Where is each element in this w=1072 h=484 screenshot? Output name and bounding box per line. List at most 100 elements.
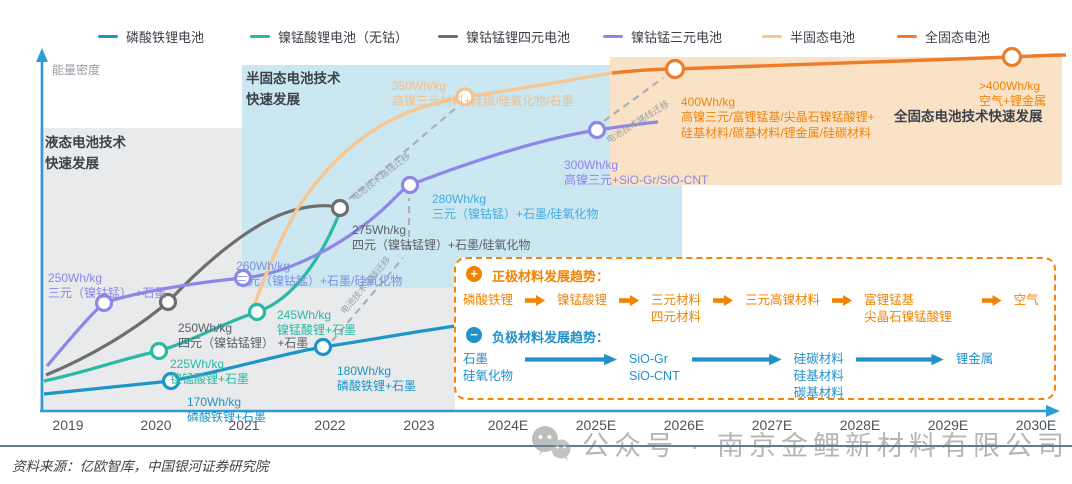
legend-dash-semi-solid [762,34,782,39]
point-ternary-300 [587,120,607,140]
curves-canvas [36,46,1067,417]
anode-trend-row: 石墨 硅氧化物 SiO-Gr SiO-CNT 硅碳材料 硅基材料 碳基材料 锂金… [463,351,993,402]
label-lnmo-225: 225Wh/kg 镍锰酸锂+石墨 [170,356,250,387]
cathode-item: 三元材料 四元材料 [651,293,702,324]
x-tick-2026e: 2026E [663,417,705,433]
watermark-text: 公众号 · 南京金鲤新材料有限公司 [582,431,1069,461]
anode-item: SiO-Gr SiO-CNT [629,352,680,383]
x-tick-2030e: 2030E [1015,417,1057,433]
migration-arrow-3 [603,77,664,122]
wechat-icon [532,425,571,461]
anode-item: 锂金属 [955,352,994,366]
anode-item: 石墨 硅氧化物 [463,352,514,383]
x-tick-2019: 2019 [52,417,84,433]
watermark: 公众号 · 南京金鲤新材料有限公司 [530,424,1069,463]
legend-label-semi-solid: 半固态电池 [790,30,856,45]
point-ternary-280 [400,175,420,195]
curve-points [94,46,1023,391]
point-ternary-260 [233,268,253,288]
anode-item: 硅碳材料 硅基材料 碳基材料 [793,352,844,400]
arrow-right-icon [832,295,853,306]
label-ternary-300: 300Wh/kg 高镍三元+SiO-Gr/SiO-CNT [564,157,709,188]
point-lnmo-245 [247,302,267,322]
legend-label-lnmo: 镍锰酸锂电池（无钴） [278,30,409,45]
region-title-liquid: 液态电池技术 快速发展 [45,135,126,171]
label-quaternary-275: 275Wh/kg 四元（镍钴锰锂）+石墨/硅氧化物 [352,222,531,253]
arrow-right-icon [525,295,546,306]
label-lfp-180: 180Wh/kg 磷酸铁锂+石墨 [337,363,417,394]
label-ternary-260: 260Wh/kg 三元（镍钴锰）+石墨/硅氧化物 [236,258,403,289]
x-tick-2025e: 2025E [575,417,617,433]
label-quaternary-250: 250Wh/kg 四元（镍钴锰锂） +石墨 [178,320,309,351]
cathode-item: 空气 [1013,293,1039,307]
legend-label-solid: 全固态电池 [925,30,991,45]
legend-label-ternary: 镍钴锰三元电池 [631,30,723,45]
cathode-item: 磷酸铁锂 [463,293,514,307]
label-ternary-280: 280Wh/kg 三元（镍钴锰）+石墨/硅氧化物 [432,191,599,222]
x-tick-2022: 2022 [314,417,346,433]
point-quaternary-250 [158,292,178,312]
point-quaternary-275 [330,198,350,218]
curve-semi-solid [252,71,613,307]
y-axis-label: 能量密度 [52,63,101,77]
cathode-item: 镍锰酸锂 [557,293,608,307]
legend-dash-lfp [98,34,118,39]
arrow-right-icon [525,353,618,366]
legend-item-lfp: 磷酸铁锂电池 [98,27,204,46]
legend-dash-quaternary [438,34,458,39]
cathode-trend-title: 正极材料发展趋势： [492,269,610,284]
legend-dash-lnmo [250,34,270,39]
curve-quaternary [45,204,341,377]
x-tick-2029e: 2029E [927,417,969,433]
migration-arrow-1 [331,257,404,342]
curve-lfp [43,324,457,396]
material-trend-box [454,257,1056,400]
region-solid-state-battery [610,57,1062,185]
cathode-trend-row: 磷酸铁锂 镍锰酸锂 三元材料 四元材料 三元高镍材料 富锂锰基 尖晶石镍锰酸锂 … [463,292,1039,326]
legend-item-ternary: 镍钴锰三元电池 [603,27,722,46]
legend-item-solid: 全固态电池 [897,27,990,46]
label-solid-400: 400Wh/kg 高镍三元/富锂锰基/尖晶石镍锰酸锂+ 硅基材料/碳基材料/锂金属… [681,94,875,140]
arrow-right-icon [981,295,1002,306]
x-tick-2028e: 2028E [839,417,881,433]
label-semi-solid-350: 350Wh/kg 高镍三元材料+硅碳/硅氧化物/石墨 [392,78,574,109]
label-lfp-170: 170Wh/kg 磷酸铁锂+石墨 [187,394,267,425]
minus-icon: − [466,327,482,343]
legend-item-quaternary: 镍钴锰锂四元电池 [438,27,570,46]
label-ternary-250: 250Wh/kg 三元（镍钴锰） +石墨 [48,270,167,301]
x-tick-2023: 2023 [403,417,435,433]
legend-dash-ternary [603,34,623,39]
x-tick-2020: 2020 [140,417,172,433]
x-tick-2021: 2021 [228,417,260,433]
legend-label-lfp: 磷酸铁锂电池 [126,30,205,45]
region-title-solid: 全固态电池技术快速发展 [894,109,1043,124]
y-axis-arrow-icon [36,48,48,62]
point-solid-400 [664,58,686,80]
cathode-item: 三元高镍材料 [745,293,821,307]
x-tick-2024e: 2024E [487,417,529,433]
x-axis-arrow-icon [1046,405,1060,417]
point-ternary-250 [94,293,114,313]
cathode-item: 富锂锰基 尖晶石镍锰酸锂 [864,293,952,324]
point-semi-solid-350 [455,87,475,107]
legend-item-lnmo: 镍锰酸锂电池（无钴） [250,27,408,46]
x-tick-2027e: 2027E [751,417,793,433]
migration-arrows [331,77,664,342]
region-title-semi-solid: 半固态电池技术 快速发展 [246,71,341,107]
point-solid-400plus [1001,46,1023,68]
legend-item-semi-solid: 半固态电池 [762,27,855,46]
label-solid-400plus: >400Wh/kg 空气+锂金属 [979,78,1047,109]
point-lnmo-225 [149,341,169,361]
curve-solid-state [611,53,1067,75]
label-lnmo-245: 245Wh/kg 镍锰酸锂+石墨 [277,307,357,338]
arrow-right-icon [619,295,640,306]
curve-lnmo [43,211,342,383]
arrow-right-icon [855,353,944,366]
arrow-right-icon [691,353,782,366]
arrow-right-icon [713,295,734,306]
plus-icon: + [466,266,482,282]
legend-label-quaternary: 镍钴锰锂四元电池 [466,30,571,45]
point-lfp-170 [161,371,181,391]
anode-trend-title: 负极材料发展趋势： [492,330,610,345]
legend-dash-solid [897,34,917,39]
